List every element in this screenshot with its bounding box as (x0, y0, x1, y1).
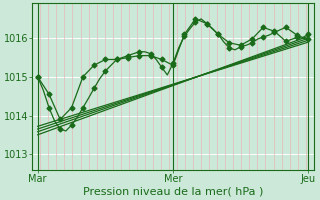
X-axis label: Pression niveau de la mer( hPa ): Pression niveau de la mer( hPa ) (83, 187, 263, 197)
